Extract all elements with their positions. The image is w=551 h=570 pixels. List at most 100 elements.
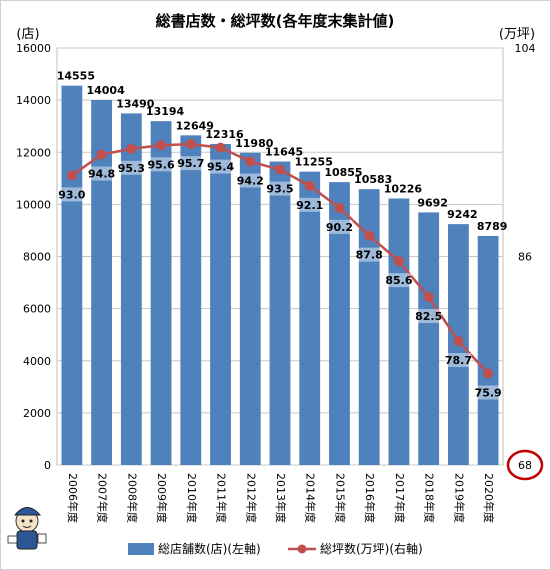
left-axis-tick-label: 2000 xyxy=(23,407,51,420)
bar-value-label: 8789 xyxy=(477,220,508,233)
line-label-halo xyxy=(415,309,442,324)
category-label: 2016年度 xyxy=(363,473,377,523)
bar xyxy=(388,198,410,466)
bar-value-label: 9242 xyxy=(447,208,478,221)
category-label: 2015年度 xyxy=(333,473,347,523)
category-label: 2014年度 xyxy=(304,473,318,523)
bar xyxy=(239,152,261,466)
left-axis-tick-label: 6000 xyxy=(23,303,51,316)
bar-value-label: 13194 xyxy=(146,105,185,118)
line-value-label: 94.2 xyxy=(237,175,264,188)
line-label-halo xyxy=(267,181,293,196)
bar xyxy=(150,121,172,465)
bar-value-label: 10855 xyxy=(324,166,362,179)
bar xyxy=(329,182,350,466)
line-label-halo xyxy=(118,160,145,175)
bar xyxy=(358,189,380,466)
line-point xyxy=(483,368,494,379)
legend-line-label: 総坪数(万坪)(右軸) xyxy=(320,541,423,556)
bar xyxy=(120,113,142,466)
bar-value-label: 11980 xyxy=(235,137,274,150)
line-value-label: 95.6 xyxy=(147,158,174,171)
bar-value-label: 10583 xyxy=(354,173,392,186)
bar-value-label: 11255 xyxy=(295,156,333,169)
right-axis-tick-label: 104 xyxy=(515,42,536,55)
line-value-label: 93.5 xyxy=(266,183,293,196)
line-point xyxy=(66,170,77,181)
category-label: 2017年度 xyxy=(393,473,407,523)
left-axis-tick-label: 10000 xyxy=(16,198,51,211)
bar-value-label: 14004 xyxy=(86,84,125,97)
line-label-halo xyxy=(88,166,115,181)
right-axis-tick-label: 86 xyxy=(518,251,532,264)
left-axis-tick-label: 12000 xyxy=(16,146,51,159)
right-axis-unit: (万坪) xyxy=(499,27,535,42)
right-axis-tick-label: 68 xyxy=(518,459,532,472)
line-point xyxy=(334,202,345,213)
line-point xyxy=(156,140,167,151)
legend-line-marker xyxy=(297,544,307,554)
line-label-halo xyxy=(237,173,264,188)
line-point xyxy=(96,149,107,160)
line-value-label: 78.7 xyxy=(445,354,472,367)
left-axis-tick-label: 16000 xyxy=(16,42,51,55)
bar-value-label: 10226 xyxy=(384,182,423,195)
line-point xyxy=(423,292,434,303)
bar xyxy=(299,171,321,465)
line-label-halo xyxy=(296,197,323,212)
category-label: 2020年度 xyxy=(482,473,496,523)
left-axis-tick-label: 8000 xyxy=(23,251,51,264)
highlight-circle xyxy=(506,449,544,481)
left-axis-unit: (店) xyxy=(16,27,39,42)
line-label-halo xyxy=(58,187,85,202)
line-point xyxy=(393,256,404,267)
line-point xyxy=(304,180,315,191)
line-value-label: 75.9 xyxy=(475,386,502,399)
line-point xyxy=(364,230,375,241)
bar-value-label: 14555 xyxy=(57,70,95,83)
bar-value-label: 11645 xyxy=(265,146,303,159)
bar xyxy=(269,161,291,465)
chart-title: 総書店数・総坪数(各年度末集計値) xyxy=(156,12,395,30)
line-label-halo xyxy=(385,273,412,288)
category-label: 2008年度 xyxy=(125,473,139,523)
category-label: 2007年度 xyxy=(96,473,110,523)
line-label-halo xyxy=(148,157,175,172)
line-point xyxy=(126,143,137,154)
bar xyxy=(418,212,440,465)
category-label: 2006年度 xyxy=(66,473,80,523)
line-value-label: 95.4 xyxy=(207,161,234,174)
line-point xyxy=(185,139,196,150)
line-value-label: 92.1 xyxy=(296,199,323,212)
line-label-halo xyxy=(177,156,204,171)
line-label-halo xyxy=(475,385,502,400)
legend-bar-swatch xyxy=(128,543,154,555)
category-label: 2019年度 xyxy=(452,473,466,523)
left-axis-tick-label: 0 xyxy=(44,459,51,472)
mascot-logo xyxy=(7,507,47,550)
bar-value-label: 13490 xyxy=(116,97,155,110)
bar xyxy=(61,85,83,465)
bar xyxy=(180,135,202,465)
bar-value-label: 9692 xyxy=(417,196,448,209)
line-value-label: 95.7 xyxy=(177,157,204,170)
category-label: 2018年度 xyxy=(423,473,437,523)
line-value-label: 85.6 xyxy=(385,274,412,287)
bar xyxy=(91,100,113,465)
line-value-label: 94.8 xyxy=(88,168,115,181)
line-label-halo xyxy=(207,159,234,174)
line-label-halo xyxy=(445,353,472,368)
left-axis-tick-label: 4000 xyxy=(23,355,51,368)
bar-value-label: 12649 xyxy=(176,119,214,132)
line-point xyxy=(275,164,285,175)
category-label: 2011年度 xyxy=(215,473,229,523)
bar xyxy=(210,144,231,465)
line-value-label: 95.3 xyxy=(118,162,145,175)
line-label-halo xyxy=(326,219,353,234)
category-label: 2009年度 xyxy=(155,473,169,523)
category-label: 2010年度 xyxy=(185,473,199,523)
bar-value-label: 12316 xyxy=(205,128,244,141)
category-label: 2013年度 xyxy=(274,473,288,523)
line-value-label: 82.5 xyxy=(415,310,442,323)
